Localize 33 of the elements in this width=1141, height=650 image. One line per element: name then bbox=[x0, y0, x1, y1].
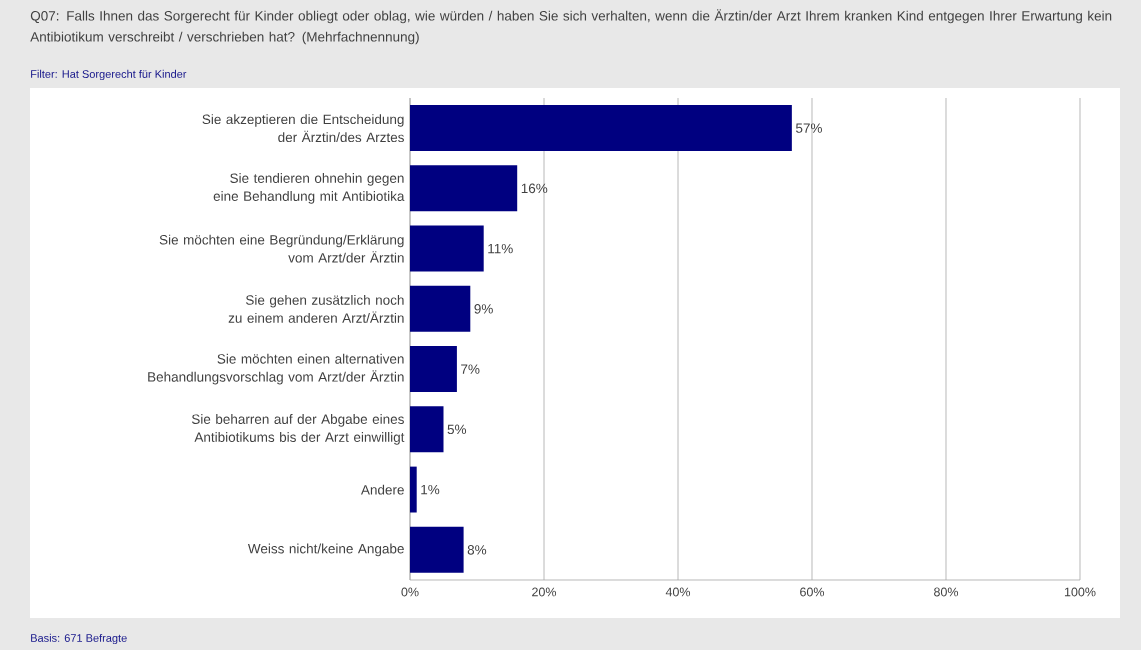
data-label: 9% bbox=[474, 304, 493, 314]
data-label: 16% bbox=[521, 183, 548, 194]
x-tick-label: 80% bbox=[934, 587, 959, 597]
data-label: 1% bbox=[421, 484, 440, 495]
y-tick-label: Sie akzeptieren die Entscheidung der Ärztin/des Arztes bbox=[202, 114, 404, 143]
data-label: 57% bbox=[795, 123, 822, 133]
y-tick-label: Sie gehen zusätzlich noch zu einem anderen Arzt/Ärztin bbox=[228, 294, 404, 323]
bar bbox=[410, 225, 484, 272]
bar bbox=[410, 105, 792, 152]
bar bbox=[410, 165, 518, 212]
data-label: 8% bbox=[467, 545, 487, 555]
x-tick-label: 60% bbox=[800, 587, 825, 597]
y-tick-label: Sie möchten eine Begründung/Erklärung vom Arzt/der Ärztin bbox=[159, 234, 404, 263]
data-label: 7% bbox=[461, 364, 480, 374]
bar bbox=[410, 466, 417, 513]
y-tick-label: Sie beharren auf der Abgabe eines Antibiotikums bis der Arzt einwilligt bbox=[191, 414, 405, 445]
y-tick-label: Sie möchten einen alternativen Behandlungsvorschlag vom Arzt/der Ärztin bbox=[148, 353, 404, 385]
text: Filter: Hat Sorgerecht für Kinder bbox=[31, 69, 187, 81]
chart-title: Q07: Falls Ihnen das Sorgerecht für Kinder obliegt oder oblag, wie würden / haben Sie sich verhalten, wenn die Ärztin/der Arzt Ihrem kranken Kind entgegen Ihrer Erwartung kein Antibiotikum verschreibt / verschrieben hat? (Mehrfachnennung) bbox=[30, 9, 1112, 45]
y-tick-label: Andere bbox=[360, 484, 404, 495]
bar bbox=[410, 406, 444, 453]
x-tick-label: 20% bbox=[532, 587, 557, 597]
y-tick-label: Weiss nicht/keine Angabe bbox=[247, 543, 404, 557]
bar bbox=[410, 285, 471, 332]
x-tick-label: 100% bbox=[1064, 587, 1096, 597]
x-tick-label: 0% bbox=[401, 587, 419, 597]
data-label: 5% bbox=[447, 424, 467, 435]
bar bbox=[410, 346, 457, 393]
y-tick-label: Sie tendieren ohnehin gegen eine Behandlung mit Antibiotika bbox=[213, 173, 405, 204]
bar bbox=[410, 526, 464, 573]
text: Basis: 671 Befragte bbox=[31, 633, 127, 645]
x-tick-label: 40% bbox=[665, 587, 691, 597]
data-label: 11% bbox=[488, 243, 513, 254]
